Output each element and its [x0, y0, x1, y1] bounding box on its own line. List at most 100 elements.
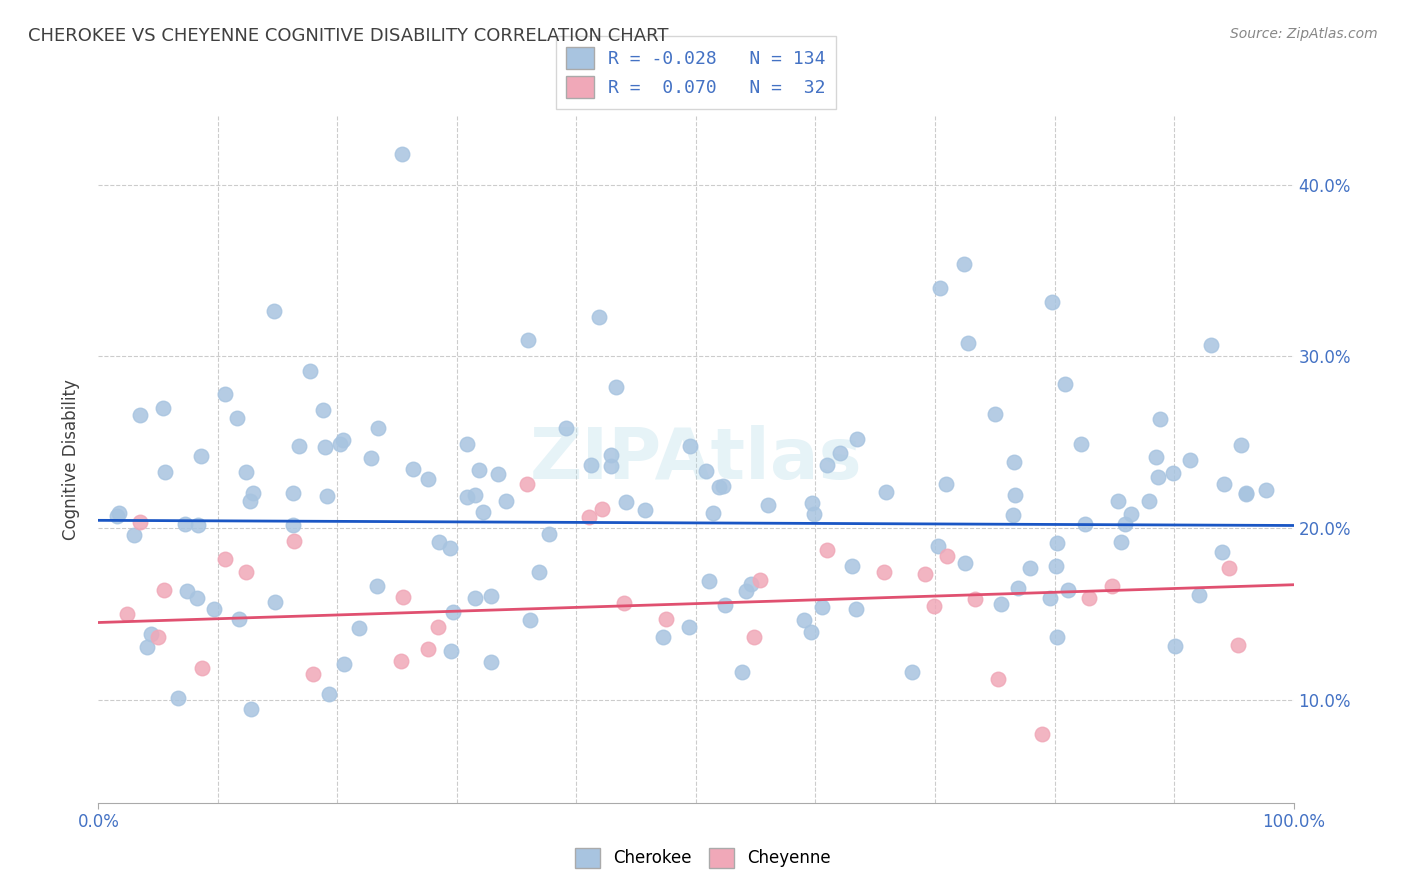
Point — [315, 489, 337, 503]
Point — [367, 421, 389, 435]
Point — [1046, 536, 1069, 550]
Point — [735, 583, 758, 598]
Point — [190, 449, 212, 463]
Point — [953, 556, 976, 570]
Point — [830, 445, 852, 459]
Point — [495, 494, 517, 508]
Point — [654, 612, 676, 626]
Point — [1045, 558, 1067, 573]
Point — [152, 401, 174, 415]
Point — [440, 644, 463, 658]
Point — [288, 439, 311, 453]
Point — [392, 590, 415, 604]
Point — [187, 517, 209, 532]
Point — [318, 687, 340, 701]
Point — [481, 589, 503, 603]
Point — [302, 667, 325, 681]
Point — [928, 281, 950, 295]
Point — [815, 458, 838, 472]
Text: ZIPAtlas: ZIPAtlas — [530, 425, 862, 494]
Point — [1119, 507, 1142, 521]
Point — [845, 601, 868, 615]
Point — [281, 517, 304, 532]
Point — [312, 403, 335, 417]
Point — [742, 630, 765, 644]
Point — [225, 411, 247, 425]
Point — [924, 599, 946, 613]
Point — [467, 463, 489, 477]
Point — [429, 534, 451, 549]
Point — [1234, 486, 1257, 500]
Point — [1002, 508, 1025, 523]
Point — [191, 661, 214, 675]
Point — [391, 147, 413, 161]
Point — [714, 599, 737, 613]
Point — [697, 574, 720, 588]
Point — [464, 488, 486, 502]
Point — [418, 472, 440, 486]
Point — [235, 565, 257, 579]
Point — [1234, 487, 1257, 501]
Point — [1147, 469, 1170, 483]
Point — [709, 480, 731, 494]
Point — [1074, 517, 1097, 532]
Point — [633, 503, 655, 517]
Point — [756, 498, 779, 512]
Point — [153, 583, 176, 598]
Point — [239, 702, 262, 716]
Point — [239, 494, 262, 508]
Point — [1109, 535, 1132, 549]
Point — [167, 691, 190, 706]
Point — [202, 602, 225, 616]
Point — [186, 591, 208, 606]
Text: Source: ZipAtlas.com: Source: ZipAtlas.com — [1230, 27, 1378, 41]
Point — [935, 477, 957, 491]
Point — [846, 432, 869, 446]
Point — [679, 439, 702, 453]
Point — [613, 596, 636, 610]
Point — [1101, 579, 1123, 593]
Point — [228, 612, 250, 626]
Point — [579, 458, 602, 472]
Point — [129, 515, 152, 529]
Point — [146, 630, 169, 644]
Point — [283, 533, 305, 548]
Point — [1212, 476, 1234, 491]
Point — [803, 508, 825, 522]
Point — [936, 549, 959, 564]
Point — [347, 621, 370, 635]
Point — [486, 467, 509, 481]
Point — [731, 665, 754, 679]
Point — [984, 407, 1007, 421]
Point — [702, 506, 724, 520]
Point — [456, 490, 478, 504]
Point — [1046, 630, 1069, 644]
Point — [242, 486, 264, 500]
Point — [176, 584, 198, 599]
Point — [439, 541, 461, 556]
Point — [214, 552, 236, 566]
Point — [875, 485, 897, 500]
Point — [599, 448, 621, 462]
Point — [1226, 638, 1249, 652]
Point — [800, 625, 823, 640]
Point — [900, 665, 922, 680]
Point — [1199, 338, 1222, 352]
Text: CHEROKEE VS CHEYENNE COGNITIVE DISABILITY CORRELATION CHART: CHEROKEE VS CHEYENNE COGNITIVE DISABILIT… — [28, 27, 669, 45]
Point — [1230, 438, 1253, 452]
Point — [1039, 591, 1062, 605]
Point — [1078, 591, 1101, 606]
Point — [139, 627, 162, 641]
Legend: Cherokee, Cheyenne: Cherokee, Cheyenne — [568, 841, 838, 875]
Point — [519, 613, 541, 627]
Point — [953, 257, 976, 271]
Point — [652, 630, 675, 644]
Point — [1054, 376, 1077, 391]
Point — [1211, 545, 1233, 559]
Point — [333, 657, 356, 672]
Point — [554, 421, 576, 435]
Legend: R = -0.028   N = 134, R =  0.070   N =  32: R = -0.028 N = 134, R = 0.070 N = 32 — [555, 36, 837, 109]
Point — [695, 464, 717, 478]
Point — [441, 605, 464, 619]
Point — [591, 502, 613, 516]
